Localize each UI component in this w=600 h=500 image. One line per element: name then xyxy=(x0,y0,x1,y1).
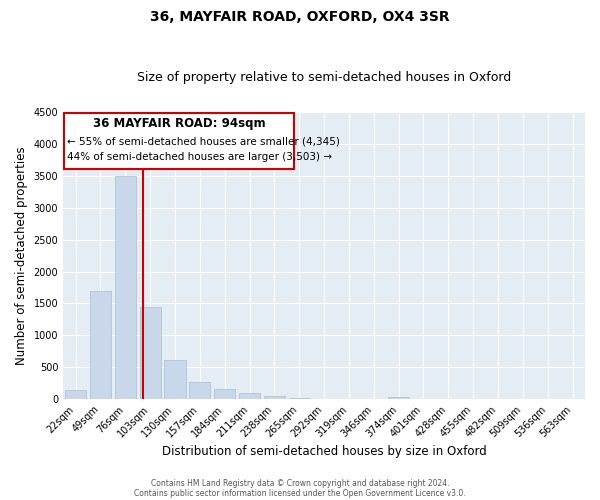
Y-axis label: Number of semi-detached properties: Number of semi-detached properties xyxy=(15,146,28,365)
Bar xyxy=(214,389,235,399)
Text: Contains HM Land Registry data © Crown copyright and database right 2024.: Contains HM Land Registry data © Crown c… xyxy=(151,478,449,488)
Bar xyxy=(90,290,111,399)
Bar xyxy=(189,382,211,399)
Bar xyxy=(264,396,285,399)
Text: 44% of semi-detached houses are larger (3,503) →: 44% of semi-detached houses are larger (… xyxy=(67,152,332,162)
Text: 36, MAYFAIR ROAD, OXFORD, OX4 3SR: 36, MAYFAIR ROAD, OXFORD, OX4 3SR xyxy=(150,10,450,24)
Text: 36 MAYFAIR ROAD: 94sqm: 36 MAYFAIR ROAD: 94sqm xyxy=(93,116,266,130)
Bar xyxy=(239,394,260,399)
Bar xyxy=(289,398,310,399)
Text: ← 55% of semi-detached houses are smaller (4,345): ← 55% of semi-detached houses are smalle… xyxy=(67,136,340,146)
FancyBboxPatch shape xyxy=(64,112,294,170)
X-axis label: Distribution of semi-detached houses by size in Oxford: Distribution of semi-detached houses by … xyxy=(162,444,487,458)
Text: Contains public sector information licensed under the Open Government Licence v3: Contains public sector information licen… xyxy=(134,488,466,498)
Bar xyxy=(140,308,161,399)
Bar xyxy=(164,360,185,399)
Bar xyxy=(388,396,409,399)
Bar xyxy=(314,398,335,399)
Bar xyxy=(65,390,86,399)
Title: Size of property relative to semi-detached houses in Oxford: Size of property relative to semi-detach… xyxy=(137,72,511,85)
Bar xyxy=(115,176,136,399)
